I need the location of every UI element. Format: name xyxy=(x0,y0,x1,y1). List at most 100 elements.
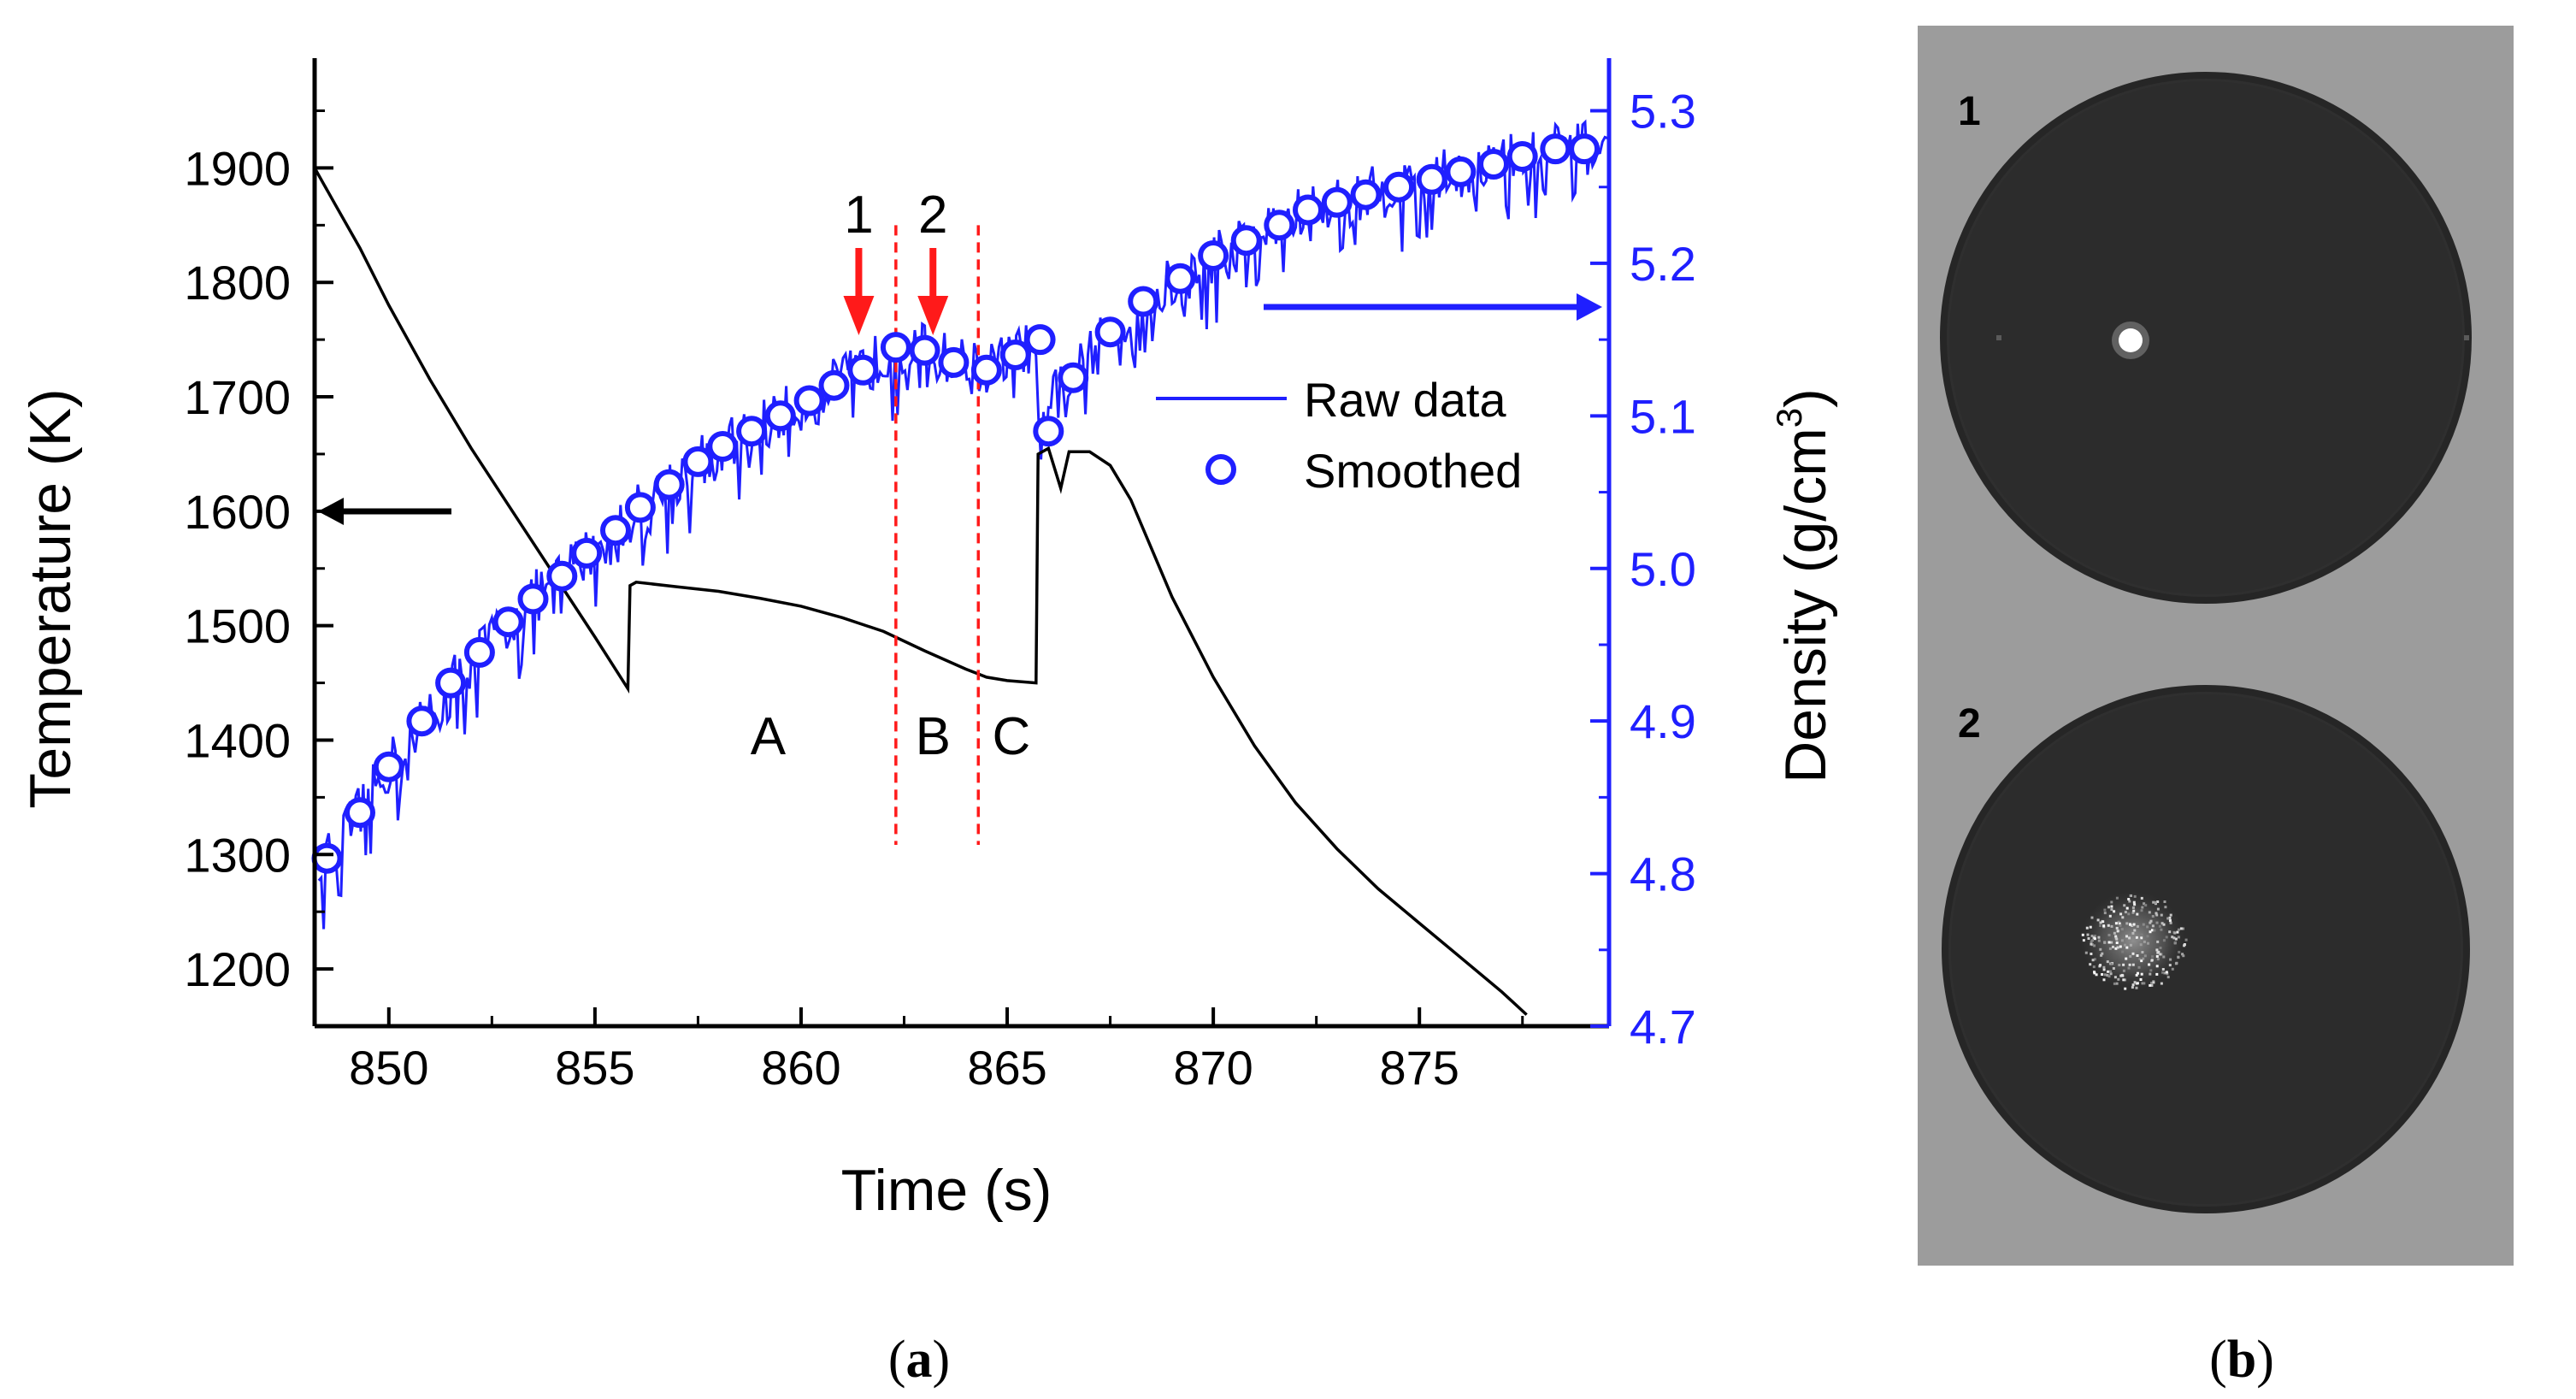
y-right-tick-label: 4.7 xyxy=(1630,1000,1696,1054)
speckle xyxy=(2133,894,2137,898)
time-arrow-head-2 xyxy=(917,296,949,335)
speckle xyxy=(2131,912,2135,914)
speckle xyxy=(2149,969,2153,972)
speckle xyxy=(2103,973,2107,977)
smoothed-point xyxy=(1416,163,1447,195)
smoothed-point xyxy=(1024,324,1056,356)
speckle xyxy=(2089,963,2092,966)
speckle xyxy=(2116,946,2119,949)
speckle xyxy=(2123,904,2126,907)
region-label-A: A xyxy=(751,707,787,766)
speckle xyxy=(2118,922,2121,925)
x-tick-label: 875 xyxy=(1379,1041,1459,1095)
speckle xyxy=(2136,912,2139,916)
smoothed-point xyxy=(1293,194,1323,226)
y-left-tick-label: 1900 xyxy=(184,141,291,195)
speckle xyxy=(2107,975,2111,978)
speckle xyxy=(2129,943,2132,947)
nucleation-spot-1 xyxy=(2119,328,2143,352)
speckle xyxy=(2151,915,2155,918)
smoothed-point xyxy=(818,369,850,401)
speckle xyxy=(2091,959,2095,962)
smoothed-point xyxy=(1383,171,1415,203)
speckle xyxy=(2114,935,2118,938)
speckle xyxy=(2117,920,2120,924)
speckle xyxy=(2093,944,2096,947)
speckle xyxy=(2135,986,2138,989)
y-left-tick-label: 1500 xyxy=(184,599,291,653)
smoothed-point xyxy=(571,537,603,569)
x-tick-label: 850 xyxy=(349,1041,428,1095)
speckle xyxy=(2102,924,2106,928)
speckle xyxy=(2149,919,2153,923)
speckle xyxy=(2157,950,2160,953)
speckle xyxy=(2115,896,2119,900)
speckle xyxy=(2149,983,2152,987)
smoothed-point xyxy=(1128,286,1159,317)
speckle xyxy=(2139,978,2143,981)
speckle xyxy=(2113,931,2116,935)
speckle xyxy=(2119,945,2122,948)
speckle xyxy=(2174,962,2178,965)
speckle xyxy=(2117,977,2120,981)
speckle xyxy=(2137,965,2141,969)
speckle xyxy=(2138,958,2142,960)
speckle xyxy=(2159,947,2162,949)
speckle xyxy=(2123,978,2126,982)
speckle xyxy=(2173,941,2177,944)
smoothed-point xyxy=(764,400,796,432)
smoothed-point xyxy=(682,446,714,477)
smoothed-point xyxy=(1540,133,1571,165)
speckle xyxy=(2155,913,2159,917)
speckle xyxy=(2136,982,2139,985)
speckle xyxy=(2095,973,2098,977)
y-right-tick-label: 4.8 xyxy=(1630,847,1696,901)
speckle xyxy=(2155,954,2159,958)
smoothed-point xyxy=(938,346,970,378)
speckle xyxy=(2149,921,2152,924)
y-axis-right-label: Density (g/cm3) xyxy=(1769,388,1838,783)
speckle xyxy=(2142,923,2145,926)
speckle xyxy=(2124,911,2127,914)
raw-data-layer xyxy=(317,119,1608,930)
smoothed-point xyxy=(707,431,739,462)
speckle xyxy=(2156,958,2160,961)
speckle xyxy=(2135,973,2138,977)
speckle xyxy=(2099,921,2102,924)
legend: Raw data Smoothed xyxy=(1156,373,1522,498)
speckle xyxy=(2160,913,2163,917)
speckle xyxy=(2177,928,2180,931)
speckle xyxy=(2109,972,2113,976)
sample-image-2: 2 xyxy=(1918,640,2514,1266)
time-arrow-head-1 xyxy=(843,296,875,335)
speckle xyxy=(2089,925,2092,929)
speckle xyxy=(2163,971,2166,975)
speckle xyxy=(2142,957,2145,960)
x-tick-label: 855 xyxy=(555,1041,634,1095)
smoothed-point xyxy=(1198,240,1229,271)
speckle xyxy=(2128,963,2131,966)
speckle xyxy=(2113,910,2116,913)
smoothed-point xyxy=(653,469,685,500)
speckle xyxy=(2160,928,2163,931)
smoothed-points-layer xyxy=(311,133,1600,874)
speckle xyxy=(2162,923,2166,926)
y-axis-left-label: Temperature (K) xyxy=(18,388,83,808)
temperature-layer xyxy=(313,167,1528,1016)
speckle xyxy=(2137,938,2141,942)
speckle xyxy=(2155,972,2159,976)
speckle xyxy=(2103,941,2107,944)
speckle xyxy=(2099,924,2102,927)
speckle xyxy=(2122,978,2125,982)
phase-boundary-layer xyxy=(894,225,981,845)
speckle xyxy=(2106,974,2109,977)
speckle xyxy=(2146,935,2149,938)
smoothed-point xyxy=(1058,362,1089,393)
speckle xyxy=(2166,976,2170,979)
speckle xyxy=(2090,916,2094,919)
smoothed-point xyxy=(345,797,375,829)
speckle xyxy=(2141,982,2144,985)
speckle xyxy=(2090,942,2093,946)
speckle xyxy=(2096,918,2100,922)
speckle xyxy=(2107,934,2111,936)
